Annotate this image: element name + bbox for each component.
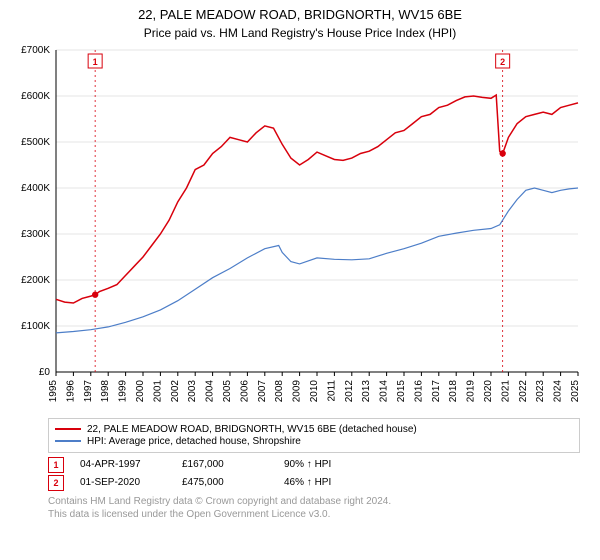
svg-text:2011: 2011 [326,379,337,401]
legend-swatch [55,440,81,442]
svg-text:2019: 2019 [466,379,477,402]
svg-text:£0: £0 [39,367,51,378]
transaction-price: £167,000 [182,459,268,470]
legend-label: 22, PALE MEADOW ROAD, BRIDGNORTH, WV15 6… [87,424,417,435]
svg-text:2024: 2024 [553,379,564,402]
svg-text:2000: 2000 [135,379,146,402]
footer-line-1: Contains HM Land Registry data © Crown c… [48,495,580,508]
transaction-date: 01-SEP-2020 [80,477,166,488]
svg-text:1997: 1997 [83,379,94,402]
legend: 22, PALE MEADOW ROAD, BRIDGNORTH, WV15 6… [48,418,580,453]
legend-label: HPI: Average price, detached house, Shro… [87,436,301,447]
svg-text:2020: 2020 [483,379,494,402]
svg-text:2022: 2022 [518,379,529,402]
svg-text:£200K: £200K [21,275,50,286]
svg-text:£300K: £300K [21,229,50,240]
transaction-row: 1 04-APR-1997 £167,000 90% ↑ HPI [48,457,580,473]
svg-text:£600K: £600K [21,91,50,102]
page-title: 22, PALE MEADOW ROAD, BRIDGNORTH, WV15 6… [10,6,590,24]
footer-copyright: Contains HM Land Registry data © Crown c… [48,495,580,521]
svg-text:£700K: £700K [21,45,50,56]
svg-text:2021: 2021 [500,379,511,402]
svg-text:2006: 2006 [239,379,250,402]
transactions-table: 1 04-APR-1997 £167,000 90% ↑ HPI 2 01-SEP-202… [10,457,590,491]
svg-text:2010: 2010 [309,379,320,402]
svg-text:£400K: £400K [21,183,50,194]
transaction-marker: 1 [48,457,64,473]
svg-text:2013: 2013 [361,379,372,402]
svg-text:1: 1 [93,57,98,67]
svg-text:2002: 2002 [170,379,181,402]
legend-row: HPI: Average price, detached house, Shro… [55,436,573,447]
page-subtitle: Price paid vs. HM Land Registry's House … [10,26,590,40]
price-chart: £0 £100K £200K £300K £400K £500K £600K £700K 199… [10,44,590,414]
transaction-pct: 90% ↑ HPI [284,459,370,470]
svg-text:2001: 2001 [152,379,163,402]
transaction-price: £475,000 [182,477,268,488]
svg-text:2023: 2023 [535,379,546,402]
footer-line-2: This data is licensed under the Open Gov… [48,508,580,521]
legend-swatch [55,428,81,430]
transaction-marker: 2 [48,475,64,491]
svg-text:2: 2 [500,57,505,67]
svg-text:2017: 2017 [431,379,442,402]
svg-text:2005: 2005 [222,379,233,402]
svg-text:2016: 2016 [413,379,424,402]
svg-text:1999: 1999 [118,379,129,402]
svg-text:1995: 1995 [48,379,59,402]
svg-text:2008: 2008 [274,379,285,402]
svg-text:2004: 2004 [205,379,216,402]
svg-text:2012: 2012 [344,379,355,402]
svg-text:2025: 2025 [570,379,581,402]
svg-text:£100K: £100K [21,321,50,332]
legend-row: 22, PALE MEADOW ROAD, BRIDGNORTH, WV15 6… [55,424,573,435]
svg-text:2018: 2018 [448,379,459,402]
svg-text:2009: 2009 [292,379,303,402]
svg-text:2015: 2015 [396,379,407,402]
svg-text:1998: 1998 [100,379,111,402]
transaction-pct: 46% ↑ HPI [284,477,370,488]
svg-text:2014: 2014 [379,379,390,402]
svg-text:2003: 2003 [187,379,198,402]
svg-text:2007: 2007 [257,379,268,402]
svg-text:£500K: £500K [21,137,50,148]
transaction-date: 04-APR-1997 [80,459,166,470]
svg-text:1996: 1996 [65,379,76,402]
transaction-row: 2 01-SEP-2020 £475,000 46% ↑ HPI [48,475,580,491]
